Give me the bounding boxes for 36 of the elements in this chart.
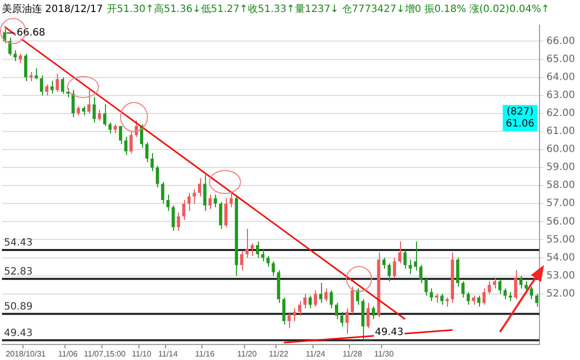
y-tick-label: 66.00 xyxy=(546,36,576,47)
x-tick-label: 11/22 xyxy=(268,349,289,358)
y-tick-label: 65.00 xyxy=(546,54,576,65)
annotation: (827) xyxy=(506,106,534,118)
y-tick-label: 58.00 xyxy=(546,180,576,192)
y-tick-label: 63.00 xyxy=(546,90,576,101)
y-tick-label: 52.00 xyxy=(546,288,576,300)
x-tick-label: 11/16 xyxy=(195,349,216,358)
y-tick-label: 61.00 xyxy=(546,126,576,138)
y-tick-label: 55.00 xyxy=(546,234,576,246)
ref-line-label: 52.83 xyxy=(4,266,33,278)
ref-line-label: 54.43 xyxy=(4,238,33,249)
x-tick-label: 11/14 xyxy=(158,349,178,358)
x-tick-label: 11/24 xyxy=(306,349,326,358)
y-tick-label: 59.00 xyxy=(546,162,576,174)
y-tick-label: 62.00 xyxy=(546,108,576,120)
annotation: 49.43 xyxy=(374,326,404,338)
x-tick-label: 11/28 xyxy=(342,349,363,358)
x-tick-label: 11/07,15:00 xyxy=(84,349,126,358)
y-tick-label: 53.00 xyxy=(546,270,576,282)
chart-title: 美原油连 2018/12/17 xyxy=(2,4,103,15)
x-tick-label: 11/06 xyxy=(58,349,78,358)
y-tick-label: 56.00 xyxy=(546,216,576,228)
ref-line-label: 49.43 xyxy=(4,328,33,339)
y-tick-label: 64.00 xyxy=(546,72,576,83)
annotation: 61.06 xyxy=(506,118,534,130)
y-tick-label: 57.00 xyxy=(546,198,576,210)
chart-subtitle: 开51.30↑高51.36↓低51.27↑收51.33↑量1237↓ 仓7773427↓增0 振0.18% 涨(0.02)0.04%↑ xyxy=(106,4,550,15)
x-tick-label: 11/30 xyxy=(374,349,394,358)
x-tick-label: 11/20 xyxy=(237,349,258,358)
y-tick-label: 60.00 xyxy=(546,144,576,156)
y-tick-label: 54.00 xyxy=(546,252,576,264)
ref-line-label: 50.89 xyxy=(4,301,33,312)
annotation: 66.68 xyxy=(16,28,46,39)
x-tick-label: 2018/10/31 xyxy=(6,349,46,358)
x-tick-label: 11/10 xyxy=(132,349,152,358)
